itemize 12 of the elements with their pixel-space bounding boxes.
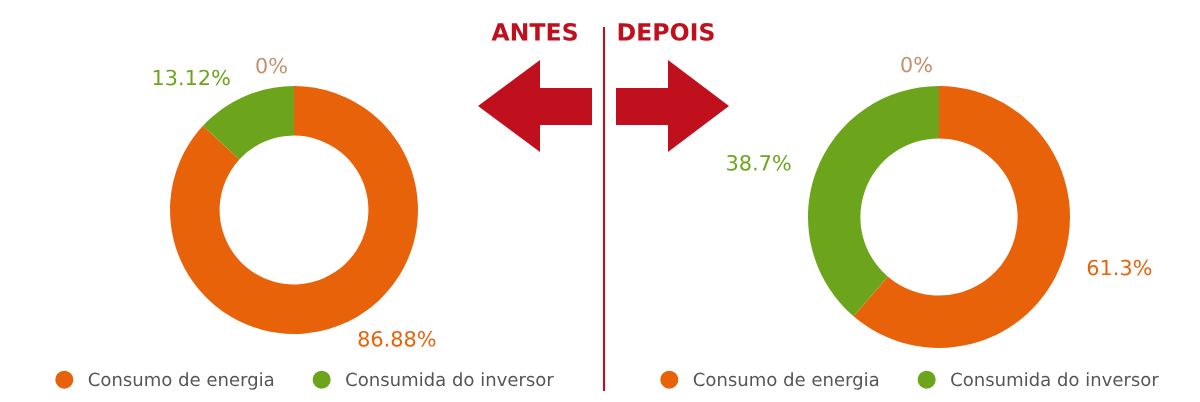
legend-label: Consumo de energia: [88, 372, 274, 390]
data-label: 38.7%: [727, 154, 791, 171]
legend-label: Consumida do inversor: [951, 372, 1159, 387]
legend-label: Consumo de energia: [693, 372, 879, 390]
text: 0%: [256, 57, 287, 74]
legend-label: Consumida do inversor: [346, 372, 554, 387]
data-label: 61.3%: [1087, 259, 1152, 276]
data-label: 13.12%: [153, 69, 230, 86]
data-label: 86.88%: [358, 330, 436, 347]
text: 0%: [901, 56, 932, 73]
chart-title: ANTES: [491, 22, 577, 41]
chart-title: DEPOIS: [618, 22, 714, 41]
